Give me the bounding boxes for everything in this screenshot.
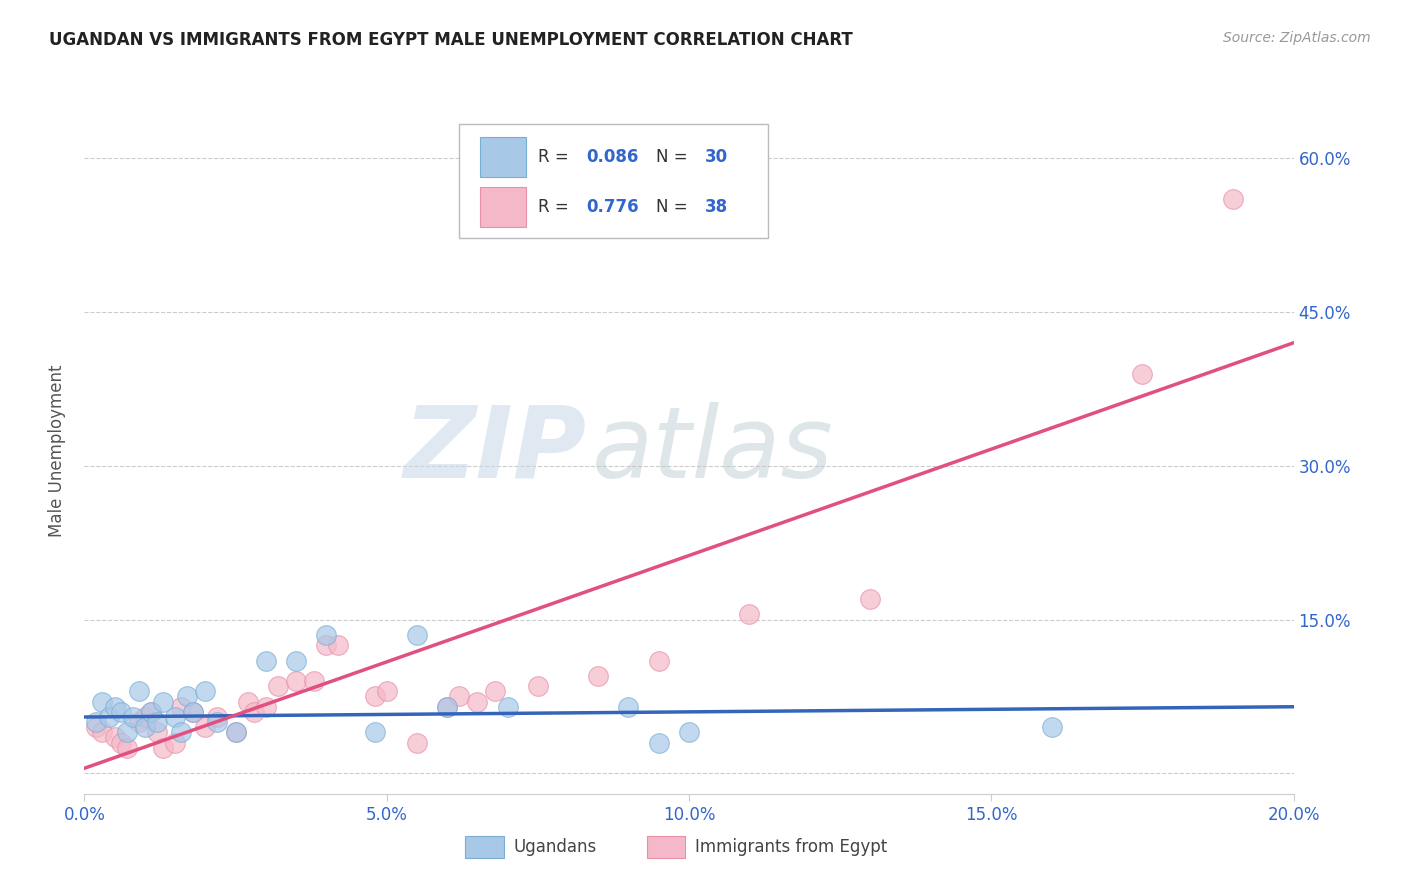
Text: Source: ZipAtlas.com: Source: ZipAtlas.com xyxy=(1223,31,1371,45)
Bar xyxy=(465,836,503,858)
Point xyxy=(406,736,429,750)
Point xyxy=(1130,367,1153,381)
Point xyxy=(176,690,198,704)
Point xyxy=(181,705,204,719)
Bar xyxy=(479,187,526,227)
Point xyxy=(302,674,325,689)
Point xyxy=(170,725,193,739)
Point xyxy=(254,699,277,714)
Point xyxy=(285,674,308,689)
Text: N =: N = xyxy=(657,199,693,217)
Point xyxy=(194,720,217,734)
Point xyxy=(139,705,162,719)
Text: UGANDAN VS IMMIGRANTS FROM EGYPT MALE UNEMPLOYMENT CORRELATION CHART: UGANDAN VS IMMIGRANTS FROM EGYPT MALE UN… xyxy=(49,31,853,49)
Text: atlas: atlas xyxy=(592,402,834,499)
Point xyxy=(115,740,138,755)
Point xyxy=(110,705,132,719)
Point xyxy=(104,731,127,745)
Point xyxy=(449,690,471,704)
Point xyxy=(194,684,217,698)
Point xyxy=(91,725,114,739)
Point xyxy=(128,715,150,730)
Point xyxy=(617,699,640,714)
Point xyxy=(152,740,174,755)
Point xyxy=(146,715,169,730)
Point xyxy=(254,654,277,668)
Point xyxy=(588,669,610,683)
Point xyxy=(1222,192,1244,206)
Point xyxy=(97,710,120,724)
Point xyxy=(484,684,506,698)
Point xyxy=(436,699,458,714)
Point xyxy=(207,710,229,724)
Point xyxy=(496,699,519,714)
Point xyxy=(315,638,337,652)
Point xyxy=(139,705,162,719)
Point xyxy=(86,715,108,730)
Point xyxy=(859,592,882,607)
Point xyxy=(406,628,429,642)
Text: 0.086: 0.086 xyxy=(586,148,638,167)
Point xyxy=(225,725,247,739)
Point xyxy=(152,695,174,709)
Point xyxy=(225,725,247,739)
Point xyxy=(134,720,156,734)
Point xyxy=(375,684,398,698)
Text: 38: 38 xyxy=(704,199,728,217)
Point xyxy=(467,695,489,709)
Point xyxy=(285,654,308,668)
Bar xyxy=(479,136,526,177)
Bar xyxy=(647,836,685,858)
Y-axis label: Male Unemployment: Male Unemployment xyxy=(48,364,66,537)
Point xyxy=(436,699,458,714)
Point xyxy=(128,684,150,698)
Text: 0.776: 0.776 xyxy=(586,199,638,217)
Point xyxy=(207,715,229,730)
Point xyxy=(86,720,108,734)
Point xyxy=(1040,720,1063,734)
Text: R =: R = xyxy=(538,199,574,217)
Point xyxy=(134,710,156,724)
Point xyxy=(648,736,671,750)
Point xyxy=(236,695,259,709)
Point xyxy=(165,710,187,724)
Text: Immigrants from Egypt: Immigrants from Egypt xyxy=(695,838,887,855)
Point xyxy=(328,638,350,652)
Point xyxy=(648,654,671,668)
Point xyxy=(363,690,385,704)
Text: ZIP: ZIP xyxy=(404,402,586,499)
Text: N =: N = xyxy=(657,148,693,167)
Point xyxy=(104,699,127,714)
Point xyxy=(115,725,138,739)
Point xyxy=(121,710,143,724)
Point xyxy=(678,725,700,739)
Point xyxy=(363,725,385,739)
Point xyxy=(110,736,132,750)
Text: R =: R = xyxy=(538,148,574,167)
Point xyxy=(315,628,337,642)
Text: 30: 30 xyxy=(704,148,728,167)
Point xyxy=(91,695,114,709)
Point xyxy=(170,699,193,714)
Text: Ugandans: Ugandans xyxy=(513,838,598,855)
Point xyxy=(146,725,169,739)
Point xyxy=(181,705,204,719)
Point xyxy=(165,736,187,750)
Point xyxy=(242,705,264,719)
Point xyxy=(267,679,290,693)
Point xyxy=(527,679,550,693)
Point xyxy=(738,607,761,622)
FancyBboxPatch shape xyxy=(460,124,768,237)
